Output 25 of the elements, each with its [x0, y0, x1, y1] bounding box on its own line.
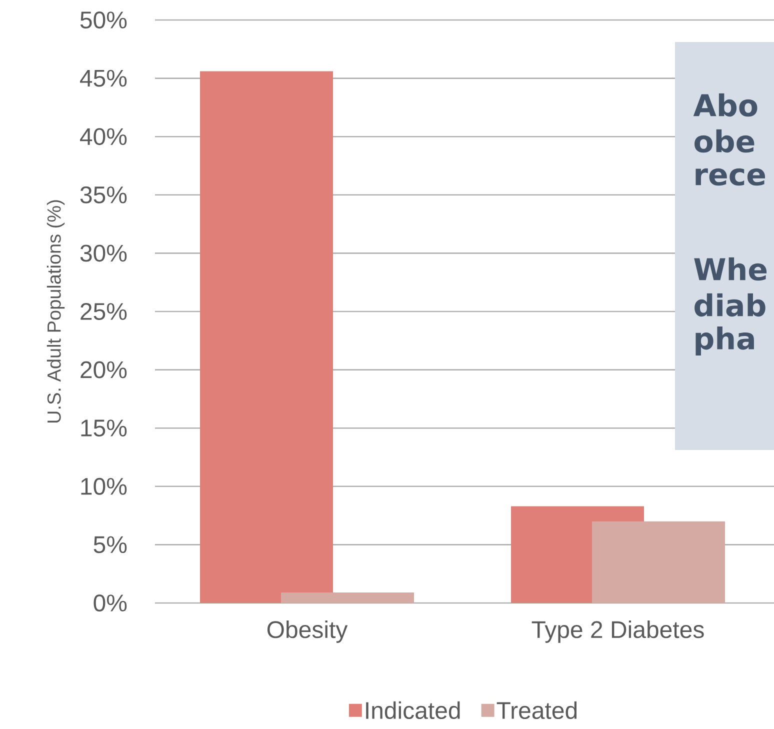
bar — [200, 71, 334, 603]
annotation: Abo — [693, 93, 758, 117]
y-tick-label: 20% — [80, 361, 127, 378]
y-tick-label: 15% — [81, 420, 127, 437]
x-tick-label: Obesity — [267, 620, 348, 643]
y-tick-label: 45% — [80, 70, 127, 87]
annotation: obe — [694, 129, 754, 153]
annotation: rece — [696, 168, 766, 186]
annotation: pha — [696, 326, 754, 356]
y-tick-label: 0% — [94, 594, 127, 612]
y-tick-label: 50% — [80, 11, 127, 28]
y-tick-label: 25% — [80, 302, 127, 320]
y-axis-title: U.S. Adult Populations (%) — [46, 200, 65, 422]
y-tick-label: 30% — [80, 244, 127, 262]
annotation: Whe — [694, 257, 767, 281]
y-tick-label: 10% — [81, 478, 127, 495]
legend-label: Indicated — [366, 701, 460, 720]
legend-label: Treated — [496, 701, 577, 720]
x-tick-label: Type 2 Diabetes — [532, 620, 704, 643]
y-tick-label: 35% — [80, 186, 127, 204]
bar — [592, 521, 726, 603]
bar — [281, 592, 414, 603]
y-tick-label: 40% — [80, 128, 127, 146]
y-tick-label: 5% — [94, 536, 127, 554]
annotation: diab — [694, 293, 766, 317]
